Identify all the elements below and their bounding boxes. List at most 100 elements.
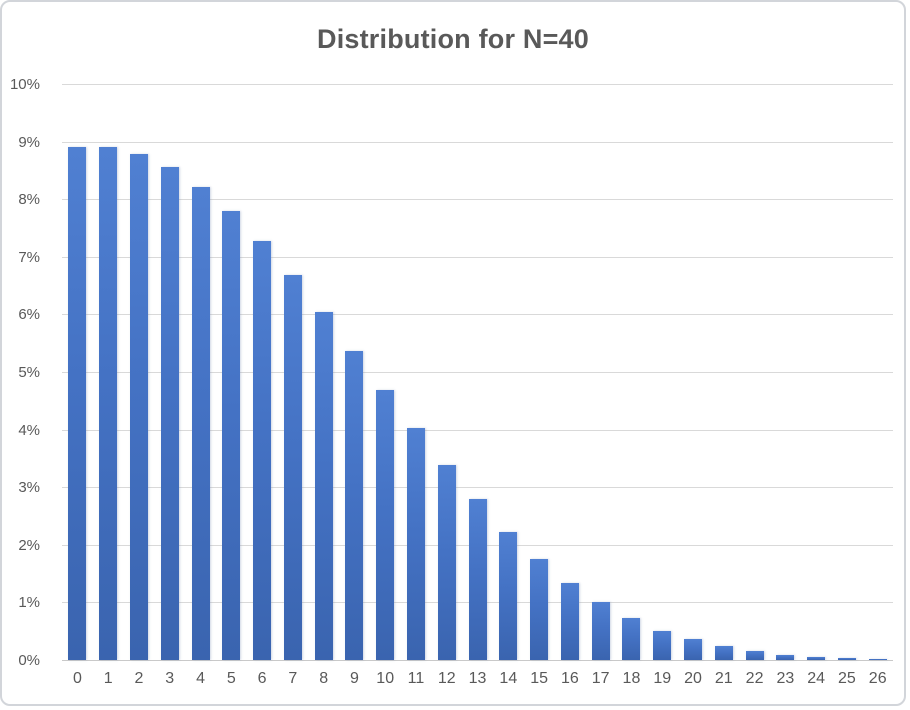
bar-slot bbox=[647, 84, 678, 660]
bar-14 bbox=[499, 531, 518, 660]
gridline bbox=[62, 429, 893, 431]
bar-5 bbox=[222, 211, 241, 660]
bar-18 bbox=[622, 617, 641, 660]
plot-area: 0% 1% 2% 3% 4% 5% 6% 7% 8% 9% 10% bbox=[10, 77, 893, 669]
bar-7 bbox=[283, 275, 302, 660]
x-axis-tick-label: 14 bbox=[499, 670, 518, 687]
gridline bbox=[62, 141, 893, 143]
chart-title: Distribution for N=40 bbox=[317, 24, 589, 54]
gridline bbox=[62, 256, 893, 258]
x-axis-labels: 0 1 2 3 4 5 6 7 8 9 10 11 12 13 14 15 16 17 18 19 20 21 22 23 24… bbox=[62, 670, 893, 688]
bar-16 bbox=[560, 583, 579, 660]
bar-slot bbox=[308, 84, 339, 660]
bar-slot bbox=[862, 84, 893, 660]
bars-row bbox=[62, 84, 893, 660]
bar-15 bbox=[530, 559, 549, 660]
x-axis-tick-label: 21 bbox=[714, 670, 733, 687]
bar-slot bbox=[678, 84, 709, 660]
bar-slot bbox=[770, 84, 801, 660]
y-axis-tick-label: 0% bbox=[18, 652, 40, 669]
x-axis-tick-label: 23 bbox=[776, 670, 795, 687]
x-axis-tick-label: 8 bbox=[319, 670, 329, 687]
bar-slot bbox=[185, 84, 216, 660]
bar-slot bbox=[708, 84, 739, 660]
bar-slot bbox=[62, 84, 93, 660]
x-axis-tick-label: 9 bbox=[349, 670, 359, 687]
bar-12 bbox=[437, 465, 456, 660]
x-axis-tick-label: 0 bbox=[72, 670, 82, 687]
gridline bbox=[62, 84, 893, 85]
bar-17 bbox=[591, 602, 610, 660]
x-axis-tick-label: 25 bbox=[838, 670, 856, 687]
x-axis-tick-label: 3 bbox=[165, 670, 175, 687]
bar-slot bbox=[555, 84, 586, 660]
bar-11 bbox=[406, 428, 425, 660]
x-axis-tick-label: 20 bbox=[684, 670, 702, 687]
bar-slot bbox=[154, 84, 185, 660]
x-axis-tick-label: 22 bbox=[745, 670, 764, 687]
gridline bbox=[62, 660, 893, 661]
bar-slot bbox=[124, 84, 155, 660]
x-axis-tick-label: 15 bbox=[530, 670, 548, 687]
gridline bbox=[62, 314, 893, 316]
y-axis-tick-label: 1% bbox=[18, 594, 40, 612]
bar-slot bbox=[216, 84, 247, 660]
bar-4 bbox=[191, 186, 210, 660]
bar-1 bbox=[99, 147, 118, 660]
x-axis-tick-label: 13 bbox=[468, 670, 487, 687]
bar-slot bbox=[431, 84, 462, 660]
x-axis-tick-label: 6 bbox=[257, 670, 267, 687]
bar-slot bbox=[401, 84, 432, 660]
bar-19 bbox=[653, 631, 672, 660]
bar-6 bbox=[253, 240, 272, 660]
y-axis-tick-label: 3% bbox=[18, 479, 40, 497]
bar-slot bbox=[801, 84, 832, 660]
bar-slot bbox=[616, 84, 647, 660]
bar-slot bbox=[339, 84, 370, 660]
gridline bbox=[62, 487, 893, 489]
y-axis-tick-label: 2% bbox=[18, 536, 40, 554]
x-axis-tick-label: 11 bbox=[407, 670, 425, 687]
gridline bbox=[62, 199, 893, 201]
bar-13 bbox=[468, 499, 487, 660]
bar-slot bbox=[247, 84, 278, 660]
x-axis-tick-label: 7 bbox=[288, 670, 298, 687]
y-axis-tick-label: 10% bbox=[9, 76, 40, 93]
bar-2 bbox=[129, 154, 148, 660]
bar-slot bbox=[585, 84, 616, 660]
bar-22 bbox=[745, 651, 764, 660]
bar-3 bbox=[160, 166, 179, 660]
x-axis-tick-label: 24 bbox=[807, 670, 826, 687]
bar-26 bbox=[868, 659, 887, 660]
y-axis-tick-label: 5% bbox=[18, 364, 40, 381]
bar-slot bbox=[370, 84, 401, 660]
bar-25 bbox=[837, 658, 856, 660]
x-axis-tick-label: 18 bbox=[622, 670, 641, 687]
bar-slot bbox=[93, 84, 124, 660]
y-axis-tick-label: 9% bbox=[18, 133, 40, 151]
x-axis-tick-label: 1 bbox=[103, 670, 113, 687]
bar-21 bbox=[714, 645, 733, 660]
bar-0 bbox=[68, 147, 87, 660]
bar-9 bbox=[345, 351, 364, 660]
bar-slot bbox=[832, 84, 863, 660]
bar-8 bbox=[314, 311, 333, 660]
bar-20 bbox=[684, 639, 703, 660]
x-axis-tick-label: 19 bbox=[653, 670, 672, 687]
x-axis-tick-label: 2 bbox=[134, 670, 144, 687]
x-axis-tick-label: 26 bbox=[868, 670, 887, 687]
bar-23 bbox=[776, 654, 795, 660]
x-axis-tick-label: 16 bbox=[560, 670, 579, 687]
x-axis-tick-label: 12 bbox=[437, 670, 456, 687]
gridline bbox=[62, 372, 893, 373]
bar-slot bbox=[739, 84, 770, 660]
bar-slot bbox=[462, 84, 493, 660]
bar-slot bbox=[493, 84, 524, 660]
x-axis-tick-label: 17 bbox=[591, 670, 610, 687]
x-axis-tick-label: 10 bbox=[376, 670, 395, 687]
bar-slot bbox=[277, 84, 308, 660]
y-axis-tick-label: 6% bbox=[18, 306, 40, 324]
bar-10 bbox=[376, 390, 395, 660]
x-axis-tick-label: 5 bbox=[226, 670, 236, 687]
